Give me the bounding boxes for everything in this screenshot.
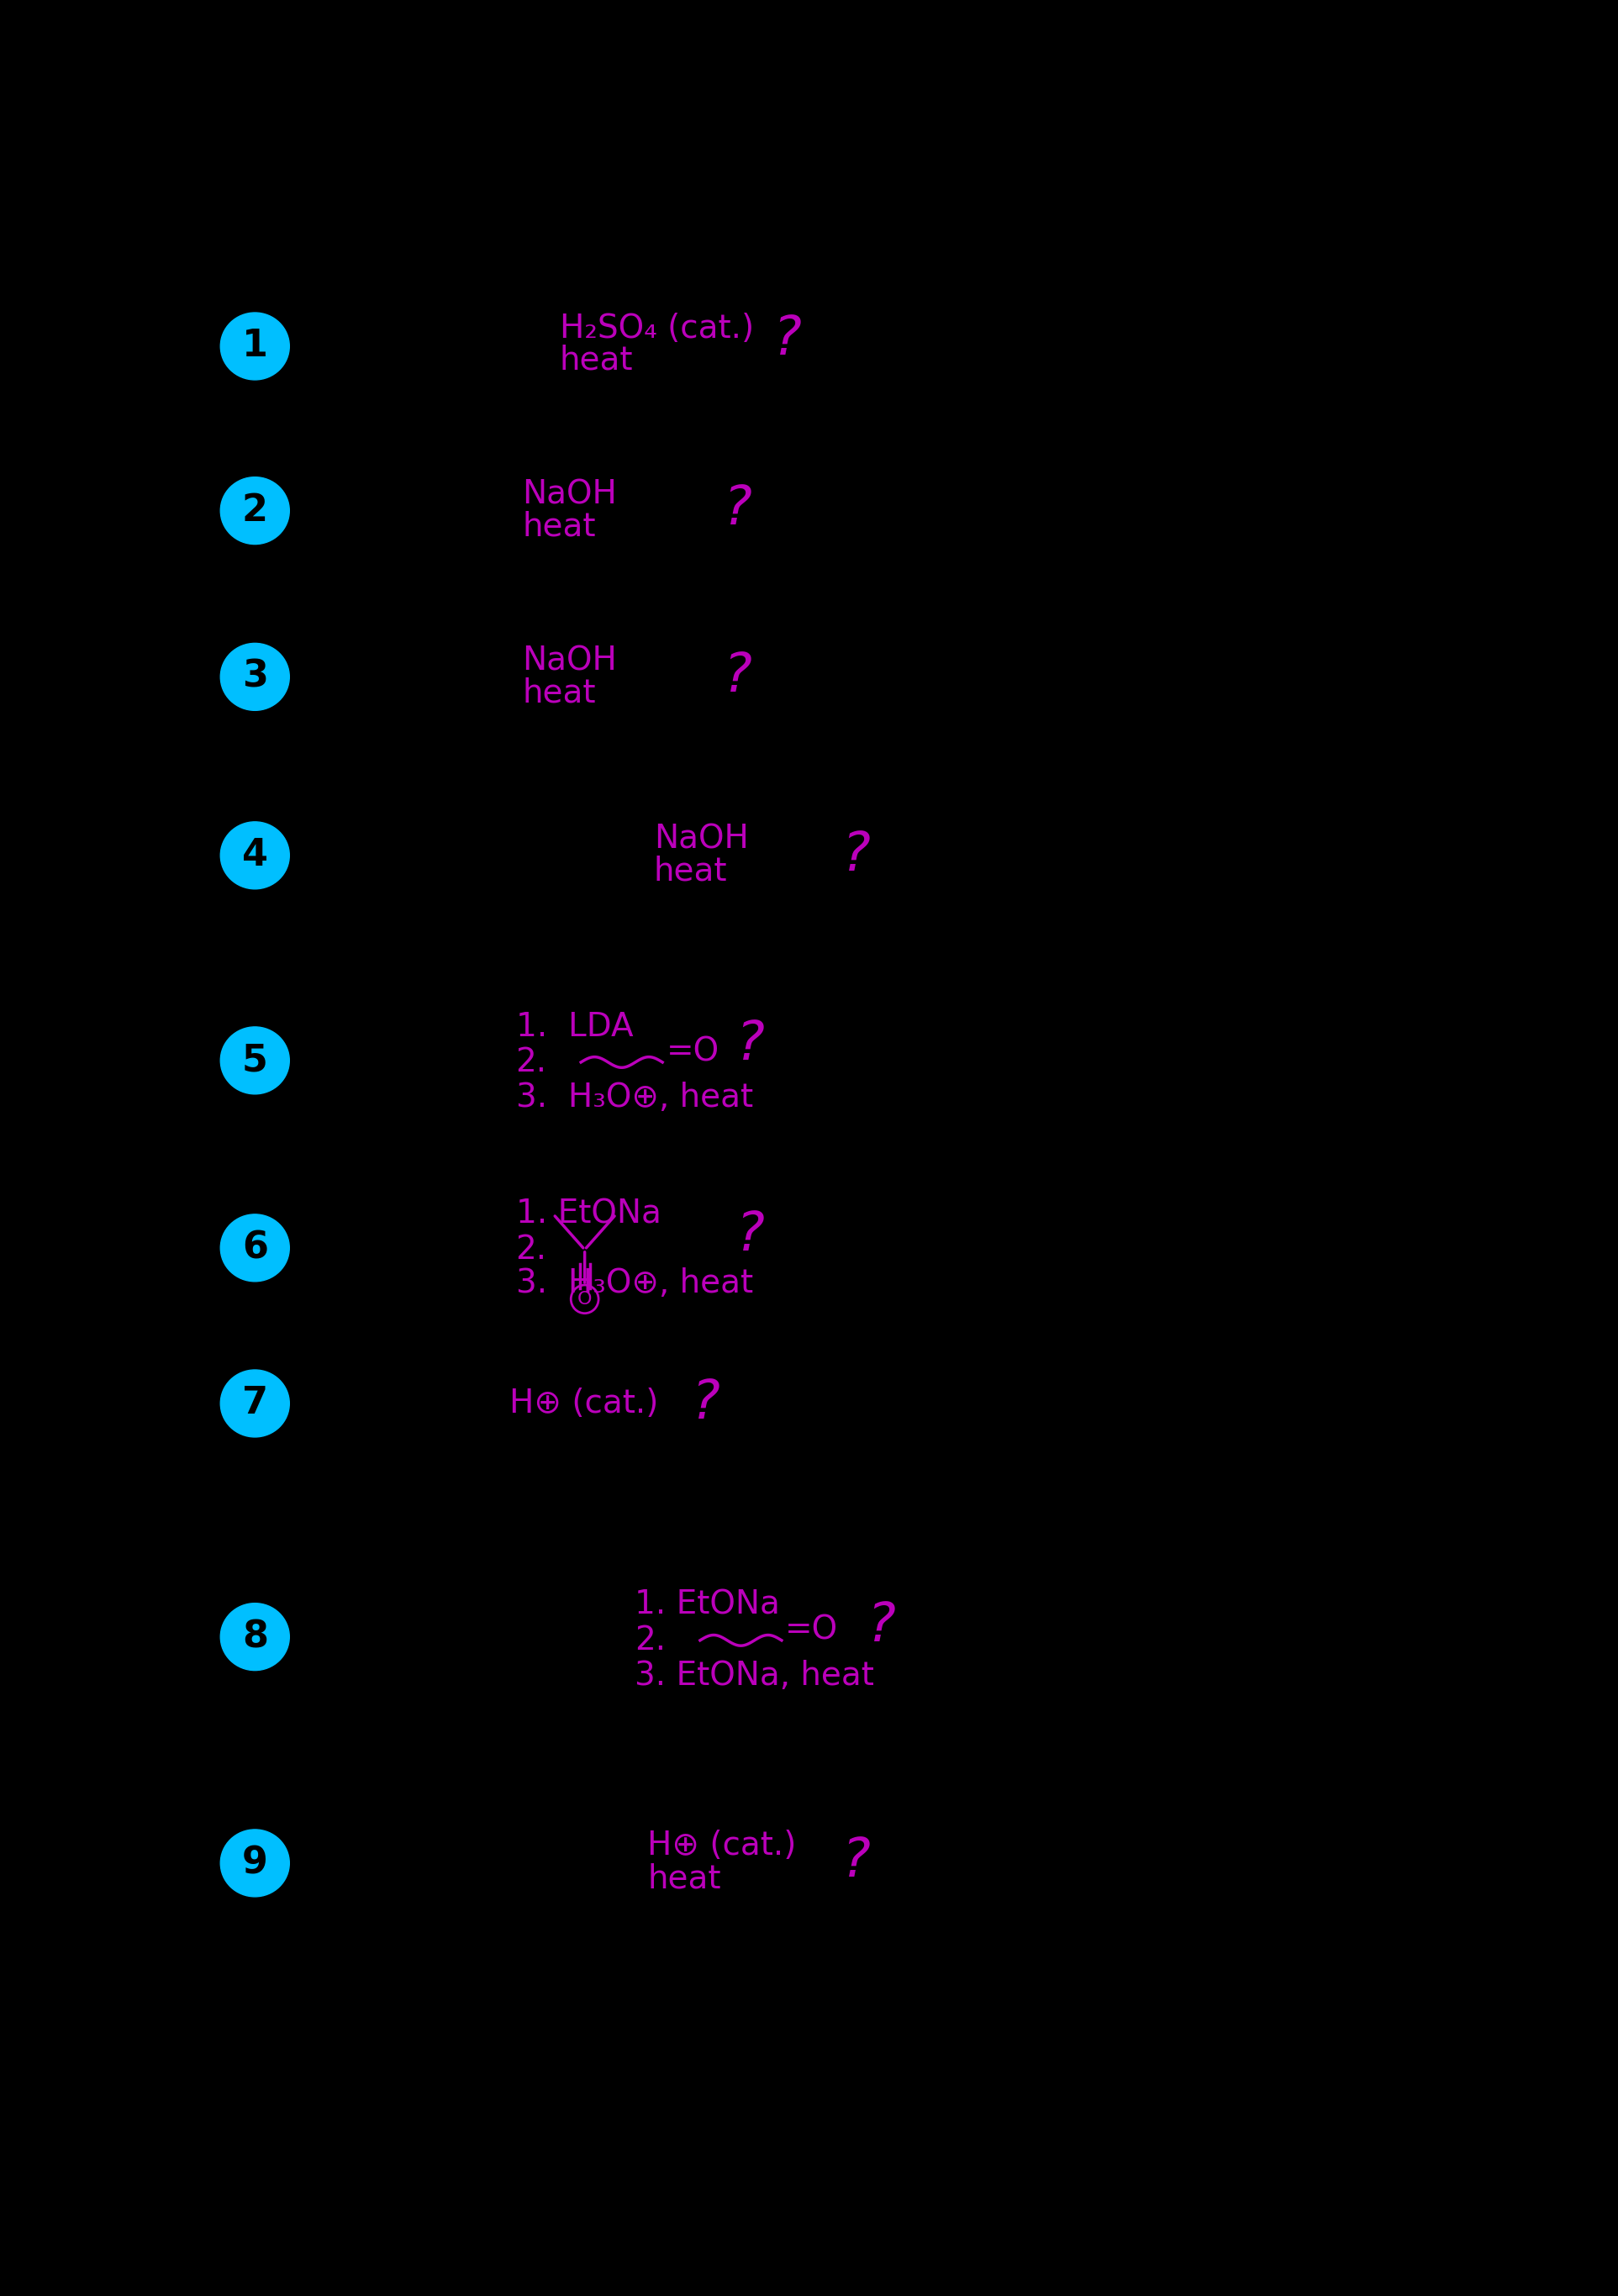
- Text: 2.: 2.: [634, 1623, 667, 1655]
- Ellipse shape: [220, 1371, 290, 1437]
- Text: heat: heat: [647, 1862, 722, 1894]
- Text: H⊕ (cat.): H⊕ (cat.): [647, 1830, 796, 1862]
- Text: 1: 1: [241, 328, 269, 365]
- Text: ?: ?: [691, 1378, 720, 1430]
- Text: ?: ?: [723, 650, 751, 703]
- Ellipse shape: [220, 822, 290, 889]
- Text: heat: heat: [523, 510, 595, 542]
- Ellipse shape: [220, 312, 290, 379]
- Text: 2.: 2.: [516, 1233, 547, 1265]
- Text: ?: ?: [735, 1019, 764, 1070]
- Text: 9: 9: [243, 1846, 269, 1880]
- Text: 3: 3: [243, 659, 269, 696]
- Text: 4: 4: [241, 838, 269, 872]
- Text: heat: heat: [523, 677, 595, 709]
- Text: heat: heat: [654, 856, 726, 886]
- Text: 2.: 2.: [516, 1047, 547, 1079]
- Text: 1. EtONa: 1. EtONa: [634, 1589, 780, 1621]
- Text: H⊕ (cat.): H⊕ (cat.): [510, 1387, 659, 1419]
- Text: NaOH: NaOH: [523, 645, 616, 677]
- Text: ?: ?: [867, 1600, 895, 1653]
- Text: =O: =O: [785, 1614, 838, 1646]
- Text: 8: 8: [241, 1619, 269, 1655]
- Text: 1.  LDA: 1. LDA: [516, 1010, 633, 1042]
- Text: 1. EtONa: 1. EtONa: [516, 1199, 662, 1231]
- Text: ?: ?: [841, 829, 870, 882]
- Text: 2: 2: [241, 494, 269, 528]
- Text: =O: =O: [667, 1035, 720, 1068]
- Text: 6: 6: [241, 1231, 269, 1265]
- Text: 7: 7: [241, 1384, 269, 1421]
- Text: 3. EtONa, heat: 3. EtONa, heat: [634, 1660, 874, 1692]
- Ellipse shape: [220, 1603, 290, 1671]
- Text: O: O: [578, 1290, 592, 1306]
- Text: ?: ?: [773, 312, 801, 365]
- Text: heat: heat: [560, 344, 633, 377]
- Ellipse shape: [220, 478, 290, 544]
- Text: 5: 5: [243, 1042, 269, 1079]
- Text: NaOH: NaOH: [523, 480, 616, 510]
- Ellipse shape: [220, 1215, 290, 1281]
- Ellipse shape: [220, 1026, 290, 1095]
- Text: ?: ?: [735, 1210, 764, 1261]
- Text: ?: ?: [841, 1835, 870, 1887]
- Ellipse shape: [220, 643, 290, 709]
- Text: NaOH: NaOH: [654, 824, 749, 856]
- Text: ?: ?: [723, 482, 751, 535]
- Ellipse shape: [220, 1830, 290, 1896]
- Text: 3.  H₃O⊕, heat: 3. H₃O⊕, heat: [516, 1267, 752, 1300]
- Text: H₂SO₄ (cat.): H₂SO₄ (cat.): [560, 312, 754, 344]
- Text: 3.  H₃O⊕, heat: 3. H₃O⊕, heat: [516, 1081, 752, 1114]
